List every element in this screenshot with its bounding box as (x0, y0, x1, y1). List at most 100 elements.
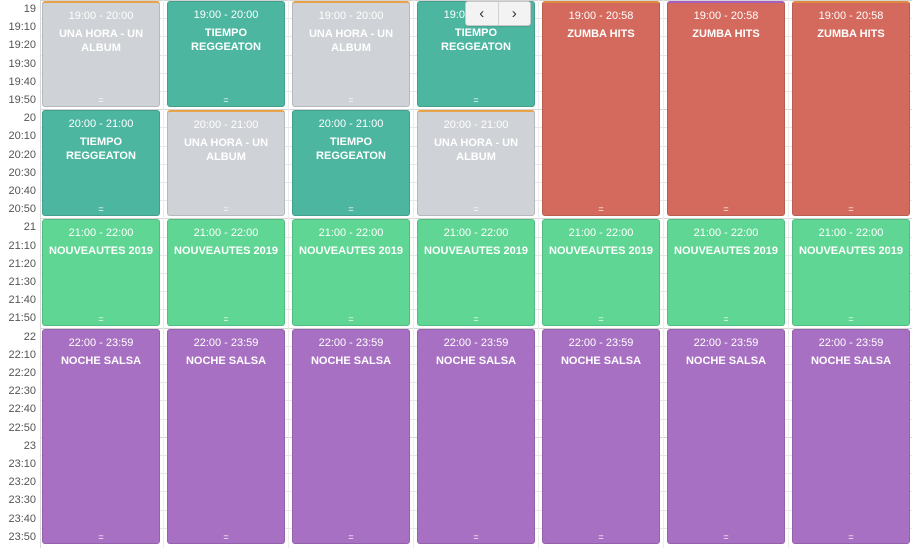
event-block[interactable]: 21:00 - 22:00 NOUVEAUTES 2019 = (542, 219, 660, 326)
event-block[interactable]: 22:00 - 23:59 NOCHE SALSA = (42, 328, 160, 544)
resize-handle[interactable]: = (98, 531, 104, 542)
event-title: UNA HORA - UN ALBUM (183, 137, 269, 164)
resize-handle[interactable]: = (598, 531, 604, 542)
time-axis: 19 19:10 19:20 19:30 19:40 19:50 20 20:10 20:20 2… (0, 0, 41, 548)
time-slot-label: 19:40 (8, 75, 36, 88)
event-time: 20:00 - 21:00 (443, 119, 509, 132)
time-slot-label: 23 (23, 439, 36, 452)
event-block[interactable]: 21:00 - 22:00 NOUVEAUTES 2019 = (417, 219, 535, 326)
resize-handle[interactable]: = (473, 95, 479, 106)
resize-handle[interactable]: = (98, 313, 104, 324)
time-slot-label: 22:10 (8, 348, 36, 361)
event-time: 21:00 - 22:00 (818, 227, 884, 240)
grid-line (40, 109, 912, 111)
time-slot-label: 19:30 (8, 57, 36, 70)
event-block[interactable]: 19:00 - 20:00 TIEMPO REGGEATON = (167, 1, 285, 108)
time-slot-label: 19:10 (8, 21, 36, 34)
event-block[interactable]: 22:00 - 23:59 NOCHE SALSA = (167, 328, 285, 544)
event-block[interactable]: 21:00 - 22:00 NOUVEAUTES 2019 = (792, 219, 910, 326)
time-slot-label: 21 (23, 221, 36, 234)
event-title: ZUMBA HITS (567, 28, 635, 40)
event-time: 20:00 - 21:00 (68, 118, 134, 131)
resize-handle[interactable]: = (223, 531, 229, 542)
event-time: 22:00 - 23:59 (568, 336, 634, 349)
time-slot-label: 19 (23, 3, 36, 15)
chevron-left-icon: ‹ (479, 5, 485, 22)
resize-handle[interactable]: = (98, 204, 104, 215)
resize-handle[interactable]: = (223, 95, 229, 106)
event-time: 21:00 - 22:00 (568, 227, 634, 240)
event-title: ZUMBA HITS (817, 28, 885, 40)
event-block[interactable]: 20:00 - 21:00 TIEMPO REGGEATON = (292, 110, 410, 217)
event-block[interactable]: 20:00 - 21:00 TIEMPO REGGEATON = (42, 110, 160, 217)
resize-handle[interactable]: = (473, 204, 479, 215)
resize-handle[interactable]: = (223, 204, 229, 215)
resize-handle[interactable]: = (348, 95, 354, 106)
time-slot-label: 22:50 (8, 421, 36, 434)
resize-handle[interactable]: = (98, 95, 104, 106)
time-slot-label: 21:10 (8, 239, 36, 252)
time-slot-label: 22:30 (8, 385, 36, 398)
time-slot-label: 20:40 (8, 185, 36, 197)
time-slot-label: 22:20 (8, 367, 36, 379)
event-block[interactable]: 19:00 - 20:00 UNA HORA - UN ALBUM = (42, 1, 160, 108)
grid-line (40, 218, 912, 220)
event-block[interactable]: 19:00 - 20:58 ZUMBA HITS = (792, 1, 910, 217)
event-block[interactable]: 22:00 - 23:59 NOCHE SALSA = (417, 328, 535, 544)
event-title: NOCHE SALSA (60, 354, 142, 367)
event-block[interactable]: 19:00 - 20:58 ZUMBA HITS = (667, 1, 785, 217)
resize-handle[interactable]: = (848, 313, 854, 324)
event-time: 20:00 - 21:00 (193, 119, 259, 132)
time-slot-label: 23:40 (8, 512, 36, 525)
event-block[interactable]: 19:00 - 20:00 UNA HORA - UN ALBUM = (292, 1, 410, 108)
event-block[interactable]: 22:00 - 23:59 NOCHE SALSA = (542, 328, 660, 544)
resize-handle[interactable]: = (348, 313, 354, 324)
time-slot-label: 23:50 (8, 530, 36, 543)
event-block[interactable]: 21:00 - 22:00 NOUVEAUTES 2019 = (167, 219, 285, 326)
event-block[interactable]: 21:00 - 22:00 NOUVEAUTES 2019 = (292, 219, 410, 326)
event-time: 19:00 - 20:00 (318, 10, 384, 22)
resize-handle[interactable]: = (598, 204, 604, 215)
event-block[interactable]: 21:00 - 22:00 NOUVEAUTES 2019 = (42, 219, 160, 326)
grid-line (40, 327, 912, 329)
event-time: 21:00 - 22:00 (693, 227, 759, 240)
event-time: 21:00 - 22:00 (193, 227, 259, 240)
event-title: TIEMPO REGGEATON (66, 136, 136, 163)
time-slot-label: 19:50 (8, 94, 36, 106)
time-slot-label: 21:30 (8, 276, 36, 288)
navigation-buttons: ‹ › (465, 1, 531, 26)
resize-handle[interactable]: = (598, 313, 604, 324)
event-block[interactable]: 22:00 - 23:59 NOCHE SALSA = (792, 328, 910, 544)
resize-handle[interactable]: = (473, 313, 479, 324)
time-slot-label: 21:50 (8, 312, 36, 325)
event-block[interactable]: 20:00 - 21:00 UNA HORA - UN ALBUM = (417, 110, 535, 217)
resize-handle[interactable]: = (473, 531, 479, 542)
event-time: 22:00 - 23:59 (68, 336, 134, 349)
event-time: 22:00 - 23:59 (318, 336, 384, 349)
next-button[interactable]: › (497, 2, 531, 25)
resize-handle[interactable]: = (723, 204, 729, 215)
event-title: NOCHE SALSA (435, 354, 517, 367)
resize-handle[interactable]: = (723, 531, 729, 542)
time-slot-label: 19:20 (8, 39, 36, 52)
day-column (415, 0, 539, 548)
event-block[interactable]: 20:00 - 21:00 UNA HORA - UN ALBUM = (167, 110, 285, 217)
event-title: NOUVEAUTES 2019 (174, 245, 278, 258)
event-title: NOUVEAUTES 2019 (549, 245, 653, 258)
event-block[interactable]: 21:00 - 22:00 NOUVEAUTES 2019 = (667, 219, 785, 326)
resize-handle[interactable]: = (848, 204, 854, 215)
time-slot-label: 20:20 (8, 148, 36, 161)
event-block[interactable]: 22:00 - 23:59 NOCHE SALSA = (292, 328, 410, 544)
resize-handle[interactable]: = (348, 204, 354, 215)
event-block[interactable]: 22:00 - 23:59 NOCHE SALSA = (667, 328, 785, 544)
resize-handle[interactable]: = (348, 531, 354, 542)
resize-handle[interactable]: = (723, 313, 729, 324)
resize-handle[interactable]: = (223, 313, 229, 324)
event-title: UNA HORA - UN ALBUM (308, 28, 394, 54)
prev-button[interactable]: ‹ (466, 2, 498, 25)
event-title: NOCHE SALSA (685, 354, 767, 367)
event-time: 22:00 - 23:59 (818, 336, 884, 349)
event-block[interactable]: 19:00 - 20:58 ZUMBA HITS = (542, 1, 660, 217)
resize-handle[interactable]: = (848, 531, 854, 542)
time-slot-label: 20:10 (8, 130, 36, 143)
